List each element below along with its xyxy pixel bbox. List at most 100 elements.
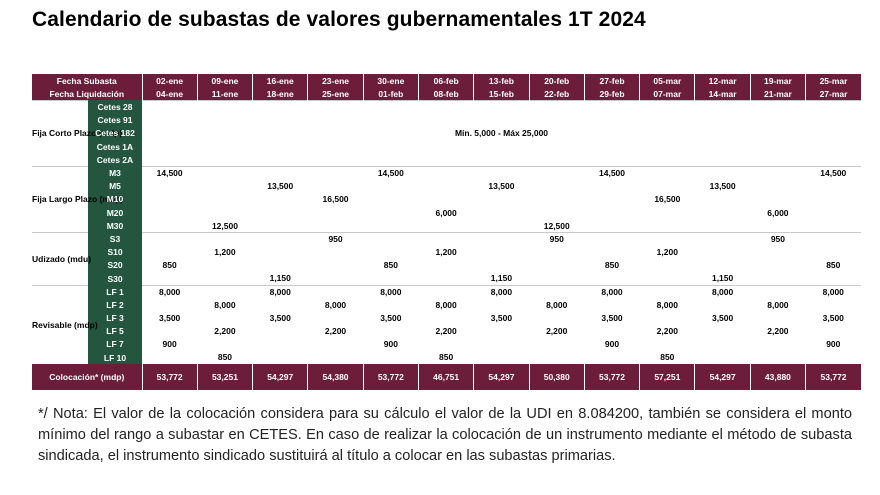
instrument-row: M10 16,500 16,500 — [32, 192, 861, 206]
amount-cell — [252, 351, 308, 364]
instrument-row: M20 6,000 6,000 — [32, 205, 861, 220]
instrument-label: M10 — [88, 192, 142, 206]
amount-cell: 8,000 — [252, 284, 308, 299]
amount-cell — [639, 179, 695, 193]
amount-cell — [418, 179, 474, 193]
instrument-label: Cetes 91 — [88, 113, 142, 127]
auction-date-cell: 05-mar — [639, 74, 695, 87]
amount-cell — [197, 284, 253, 299]
amount-cell — [307, 351, 364, 364]
amount-cell: 16,500 — [639, 192, 695, 206]
amount-cell — [363, 245, 419, 259]
amount-cell — [750, 311, 806, 325]
amount-cell — [363, 298, 419, 312]
amount-cell — [750, 179, 806, 193]
auction-date-label: Fecha Subasta — [56, 75, 117, 86]
amount-cell — [584, 192, 640, 206]
amount-cell — [307, 165, 364, 180]
amount-cell: 850 — [197, 351, 253, 364]
amount-cell: 1,150 — [694, 271, 751, 286]
amount-cell — [363, 351, 419, 364]
amount-cell — [750, 337, 806, 352]
amount-cell — [473, 219, 530, 233]
amount-cell — [805, 351, 861, 364]
amount-cell — [584, 206, 640, 220]
amount-cell: 1,200 — [197, 245, 253, 259]
amount-cell — [529, 206, 585, 220]
amount-cell: 3,500 — [363, 311, 419, 325]
amount-cell — [252, 206, 308, 220]
instrument-row: M5 13,500 13,500 13,500 — [32, 179, 861, 193]
amount-cell — [529, 245, 585, 259]
auction-date-cell: 19-mar — [749, 74, 806, 87]
amount-cell — [805, 206, 861, 220]
amount-cell — [142, 298, 198, 312]
amount-cell — [694, 351, 751, 364]
amount-cell: 1,150 — [473, 271, 530, 286]
amount-cell — [252, 231, 308, 246]
amount-cell — [473, 337, 530, 352]
amount-cell — [252, 337, 308, 352]
instrument-row: M30 12,500 12,500 — [32, 218, 861, 233]
amount-cell — [750, 245, 806, 259]
amount-cell — [694, 219, 751, 233]
amount-cell — [307, 337, 364, 352]
instrument-label: S20 — [88, 258, 142, 272]
amount-cell — [473, 192, 530, 206]
amount-cell: 3,500 — [694, 311, 751, 325]
amount-cell — [142, 219, 198, 233]
settlement-date-cell: 11-ene — [196, 87, 253, 101]
amount-cell: 2,200 — [529, 324, 585, 338]
amount-cell — [307, 271, 364, 286]
amount-cell: 950 — [529, 231, 585, 246]
amount-cell — [750, 284, 806, 299]
amount-cell — [197, 337, 253, 352]
amount-cell: 14,500 — [142, 165, 198, 180]
placement-total-cell: 43,880 — [749, 363, 806, 390]
amount-cell — [363, 192, 419, 206]
amount-cell — [197, 206, 253, 220]
amount-cell — [694, 245, 751, 259]
amount-cell — [307, 284, 364, 299]
amount-cell — [584, 179, 640, 193]
settlement-date-cell: 18-ene — [252, 87, 308, 101]
amount-cell — [363, 271, 419, 286]
amount-cell: 950 — [750, 231, 806, 246]
amount-cell — [197, 258, 253, 272]
amount-cell — [529, 351, 585, 364]
amount-cell: 8,000 — [694, 284, 751, 299]
amount-cell — [197, 271, 253, 286]
amount-cell — [418, 219, 474, 233]
amount-cell: 2,200 — [197, 324, 253, 338]
amount-cell: 8,000 — [197, 298, 253, 312]
amount-cell — [529, 165, 585, 180]
instrument-row: Fija Largo Plazo (mdp) M3 14,500 14,500 14,5… — [32, 165, 861, 233]
auction-date-cell: 30-ene — [362, 74, 419, 87]
amount-cell: 12,500 — [529, 219, 585, 233]
amount-cell — [750, 351, 806, 364]
amount-cell: 850 — [418, 351, 474, 364]
group-label: Revisable (mdp) — [32, 284, 98, 364]
instrument-row: Udizado (mdu) S3 950 950 950 — [32, 231, 861, 286]
settlement-date-cell: 14-mar — [694, 87, 751, 101]
amount-cell — [363, 206, 419, 220]
amount-cell — [639, 284, 695, 299]
amount-cell — [529, 271, 585, 286]
amount-cell — [142, 324, 198, 338]
amount-cell — [307, 206, 364, 220]
instrument-row: LF 7 900 900 900 900 — [32, 337, 861, 352]
instrument-label: Cetes 182 — [88, 126, 142, 141]
amount-cell — [805, 324, 861, 338]
instrument-row: Fija Corto Plazo (mdp) Cetes 28 Mín. 5,000… — [32, 99, 861, 167]
placement-total-cell: 53,772 — [362, 363, 419, 390]
amount-cell: 3,500 — [473, 311, 530, 325]
amount-cell — [418, 284, 474, 299]
amount-cell: 16,500 — [307, 192, 364, 206]
instrument-row: Cetes 1A — [32, 139, 861, 154]
amount-cell — [750, 271, 806, 286]
auction-date-cell: 27-feb — [583, 74, 640, 87]
amount-cell: 8,000 — [529, 298, 585, 312]
page-title: Calendario de subastas de valores gubern… — [32, 8, 646, 31]
group-label: Fija Largo Plazo (mdp) — [32, 165, 123, 233]
amount-cell — [197, 179, 253, 193]
